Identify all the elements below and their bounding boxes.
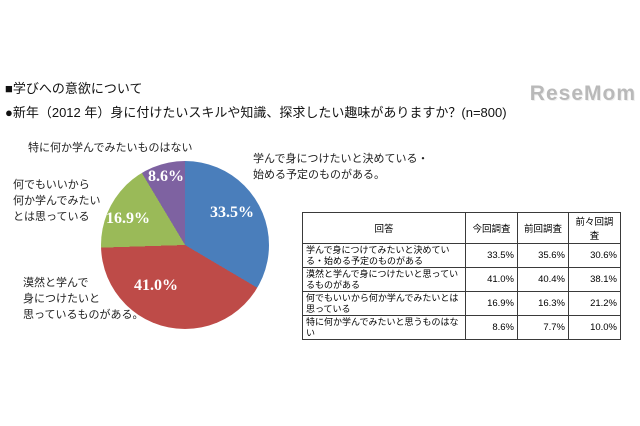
row-value-current: 16.9%: [465, 291, 518, 316]
pie-value-label-anything: 16.9%: [106, 210, 150, 227]
pie-callout-anything: 何でもいいから 何か学んでみたい とは思っている: [13, 179, 101, 223]
table-row: 学んで身につけてみたいと決めている・始める予定のものがある 33.5% 35.6…: [302, 243, 621, 268]
table-header-current-survey: 今回調査: [465, 212, 518, 244]
table-row: 特に何か学んでみたいと思うものはない 8.6% 7.7% 10.0%: [302, 315, 621, 340]
row-value-previous: 40.4%: [517, 267, 569, 292]
table-header-answer: 回答: [302, 212, 466, 244]
row-value-before-previous: 21.2%: [568, 291, 621, 316]
resemom-logo: ReseMom: [529, 82, 636, 105]
table-header-previous-survey: 前回調査: [517, 212, 569, 244]
row-value-current: 41.0%: [465, 267, 518, 292]
row-value-before-previous: 10.0%: [568, 315, 621, 340]
row-value-previous: 16.3%: [517, 291, 569, 316]
row-value-current: 33.5%: [465, 243, 518, 268]
pie-callout-vague: 漠然と学んで 身につけたいと 思っているものがある。: [23, 277, 144, 321]
row-label: 何でもいいから何か学んでみたいとは思っている: [302, 291, 466, 316]
pie-callout-decided: 学んで身につけたいと決めている・ 始める予定のものがある。: [253, 153, 429, 181]
pie-value-label-vague: 41.0%: [134, 277, 178, 294]
row-value-previous: 35.6%: [517, 243, 569, 268]
row-value-before-previous: 38.1%: [568, 267, 621, 292]
table-row: 漠然と学んで身につけたいと思っているものがある 41.0% 40.4% 38.1…: [302, 267, 621, 292]
survey-question: ●新年（2012 年）身に付けたいスキルや知識、探求したい趣味がありますか？(n…: [5, 105, 507, 120]
row-value-before-previous: 30.6%: [568, 243, 621, 268]
row-label: 漠然と学んで身につけたいと思っているものがある: [302, 267, 466, 292]
table-header-row: 回答 今回調査 前回調査 前々回調査: [302, 212, 621, 244]
table-row: 何でもいいから何か学んでみたいとは思っている 16.9% 16.3% 21.2%: [302, 291, 621, 316]
row-label: 学んで身につけてみたいと決めている・始める予定のものがある: [302, 243, 466, 268]
section-title: ■学びへの意欲について: [5, 81, 143, 96]
row-label: 特に何か学んでみたいと思うものはない: [302, 315, 466, 340]
pie-value-label-nothing: 8.6%: [148, 168, 184, 185]
pie-chart: [101, 161, 269, 329]
pie-callout-nothing: 特に何か学んでみたいものはない: [28, 142, 193, 154]
table-header-before-previous-survey: 前々回調査: [568, 212, 621, 244]
pie-value-label-decided: 33.5%: [210, 204, 254, 221]
row-value-previous: 7.7%: [517, 315, 569, 340]
row-value-current: 8.6%: [465, 315, 518, 340]
results-table: 回答 今回調査 前回調査 前々回調査 学んで身につけてみたいと決めている・始める…: [302, 212, 621, 340]
